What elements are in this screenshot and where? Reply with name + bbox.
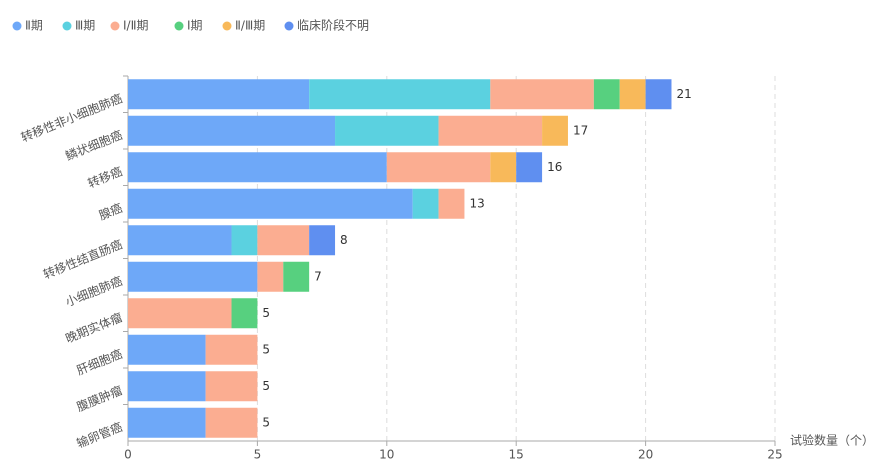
bar-segment [309,79,491,110]
y-tick-label: 小细胞肺癌 [63,273,124,309]
legend-marker [222,21,232,31]
legend-marker [110,21,120,31]
total-label: 5 [262,306,270,320]
y-tick-label: 肝细胞癌 [74,346,124,378]
y-tick-label: 鳞状细胞癌 [63,127,124,163]
legend-label: Ⅱ/Ⅲ期 [235,19,265,33]
bar-segment [231,298,258,329]
bar-segment [490,152,517,183]
total-label: 7 [314,269,322,283]
bar-segment [645,79,672,110]
total-label: 5 [262,379,270,393]
x-tick-label: 15 [509,448,524,462]
legend-marker [174,21,184,31]
legend-label: Ⅱ期 [25,19,43,33]
total-label: 16 [547,160,562,174]
bar-segment [593,79,620,110]
legend-label: Ⅰ期 [187,19,203,33]
bar-segment [335,115,439,146]
total-label: 13 [469,196,484,210]
x-tick-label: 20 [638,448,653,462]
total-label: 17 [573,123,588,137]
legend-label: Ⅲ期 [75,19,95,33]
bar-segment [257,261,284,292]
bar-segment [257,225,310,256]
bar-segment [516,152,543,183]
legend-marker [284,21,294,31]
bar-segment [205,371,258,402]
bar-segment [438,115,543,146]
legend-marker [62,21,72,31]
bar-segment [309,225,336,256]
y-tick-label: 转移癌 [85,163,124,190]
x-tick-label: 10 [379,448,394,462]
legend-marker [12,21,22,31]
bar-segment [619,79,646,110]
bar-segment [490,79,594,110]
bar-segment [542,115,568,146]
bar-segment [128,298,232,329]
total-label: 8 [340,233,348,247]
y-tick-label: 转移性结直肠癌 [41,236,125,281]
x-tick-label: 0 [124,448,132,462]
total-label: 5 [262,342,270,356]
bar-segment [283,261,310,292]
bar-segment [128,152,387,183]
bar-segment [128,371,206,402]
bar-segment [128,261,258,292]
x-tick-label: 5 [254,448,262,462]
x-tick-label: 25 [767,448,782,462]
y-tick-label: 腹膜肿瘤 [74,382,124,414]
y-tick-label: 输卵管癌 [74,419,124,451]
bar-segment [231,225,258,256]
bar-segment [438,188,465,219]
x-axis-title: 试验数量（个） [790,433,874,448]
total-label: 5 [262,415,270,429]
bar-segment [128,334,206,365]
bar-segment [386,152,491,183]
total-label: 21 [676,87,691,101]
bar-segment [128,188,413,219]
bar-segment [128,79,310,110]
bar-segment [205,407,258,438]
bar-segment [205,334,258,365]
bar-segment [412,188,439,219]
legend-label: Ⅰ/Ⅱ期 [123,19,149,33]
y-tick-label: 腺癌 [97,200,125,223]
legend-label: 临床阶段不明 [297,18,369,33]
bar-segment [128,407,206,438]
bar-segment [128,115,336,146]
y-tick-label: 晚期实体瘤 [63,309,124,345]
bar-segment [128,225,232,256]
